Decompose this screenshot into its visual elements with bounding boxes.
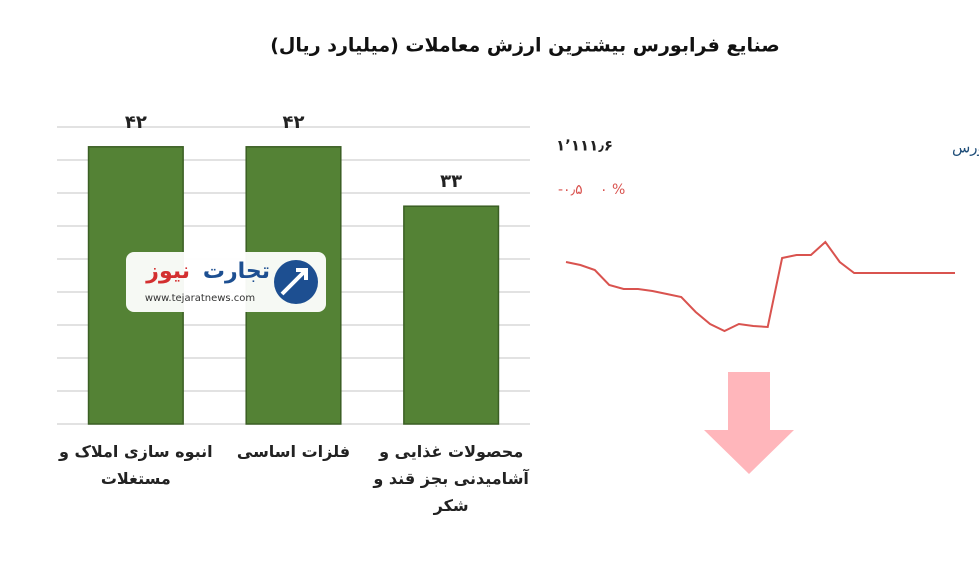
logo-url: www.tejaratnews.com <box>145 293 255 304</box>
down-arrow <box>704 372 794 474</box>
x-tick-label: محصولات غذایی و آشامیدنی بجز قند و شکر <box>373 442 529 515</box>
value-label: ۴۲ <box>125 112 147 133</box>
value-label: ۴۲ <box>283 112 305 133</box>
annotation: ۰ % <box>600 182 625 198</box>
logo-icon-arrow <box>280 268 308 296</box>
arrow-shape <box>704 372 794 474</box>
series-name: کل فرابورس <box>952 139 979 157</box>
bar <box>403 205 500 425</box>
logo-bg <box>126 252 326 312</box>
logo: تجارت نیوز www.tejaratnews.com <box>126 252 326 312</box>
x-tick-label: فلزات اساسی <box>236 442 351 461</box>
value-label: ۳۳ <box>440 171 462 192</box>
logo-text: تجارت <box>203 259 270 284</box>
x-tick-label: انبوه سازی املاک و مستغلات <box>58 442 213 488</box>
logo-text: نیوز <box>145 259 190 284</box>
chart-title: صنایع فرابورس بیشترین ارزش معاملات (میلی… <box>270 35 779 57</box>
line <box>565 240 955 333</box>
annotation: ۱٬۱۱۱٫۶ <box>556 137 613 155</box>
annotation: -۰٫۵ <box>558 182 583 198</box>
